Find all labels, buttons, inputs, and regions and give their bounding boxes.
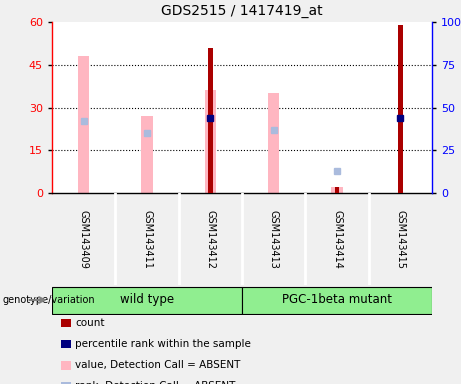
Bar (208, 48, 213, 193)
Bar (142, 116, 153, 193)
Text: count: count (75, 318, 105, 328)
Text: wild type: wild type (120, 293, 174, 306)
Title: GDS2515 / 1417419_at: GDS2515 / 1417419_at (161, 4, 323, 18)
Bar (335, 187, 339, 193)
Text: GSM143409: GSM143409 (79, 210, 89, 268)
Text: GSM143412: GSM143412 (205, 210, 215, 268)
Bar (78, 56, 89, 193)
FancyBboxPatch shape (52, 286, 242, 313)
Text: GSM143415: GSM143415 (396, 210, 405, 268)
Text: GSM143411: GSM143411 (142, 210, 152, 268)
Text: value, Detection Call = ABSENT: value, Detection Call = ABSENT (75, 360, 241, 370)
Text: genotype/variation: genotype/variation (2, 295, 95, 305)
Text: percentile rank within the sample: percentile rank within the sample (75, 339, 251, 349)
Text: GSM143413: GSM143413 (269, 210, 278, 268)
Bar (331, 187, 343, 193)
Bar (398, 25, 402, 193)
FancyBboxPatch shape (242, 286, 432, 313)
Bar (205, 90, 216, 193)
Text: GSM143414: GSM143414 (332, 210, 342, 268)
Text: PGC-1beta mutant: PGC-1beta mutant (282, 293, 392, 306)
Bar (268, 93, 279, 193)
Text: rank, Detection Call = ABSENT: rank, Detection Call = ABSENT (75, 381, 236, 384)
